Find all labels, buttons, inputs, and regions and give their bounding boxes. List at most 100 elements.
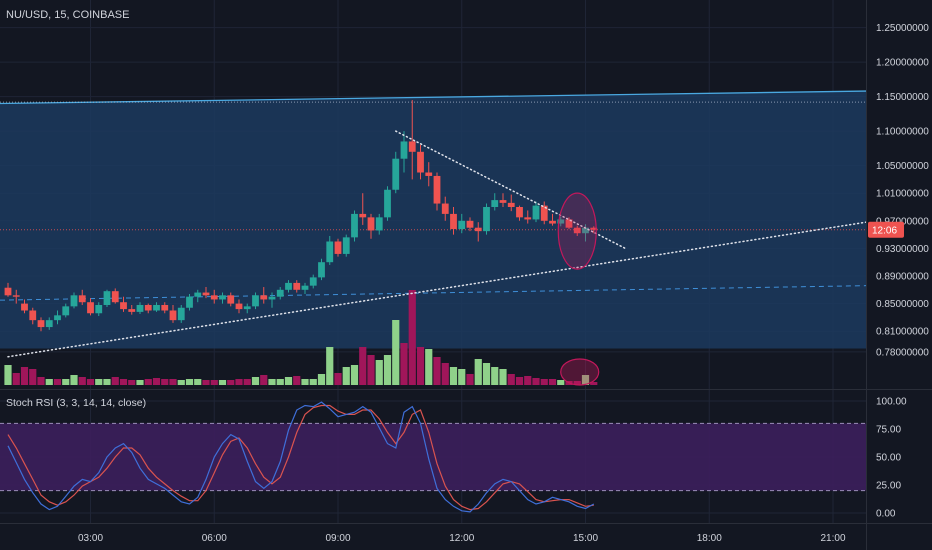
candle (252, 292, 259, 310)
indicator-title[interactable]: Stoch RSI (3, 3, 14, 14, close) (6, 397, 146, 409)
price-pane[interactable] (0, 90, 867, 386)
candle-body (45, 320, 53, 328)
volume-bar (449, 367, 458, 385)
volume-bar (95, 379, 103, 385)
candle (227, 292, 235, 307)
candle (441, 196, 449, 221)
ascending-trendline[interactable] (7, 221, 867, 358)
candle-body (441, 203, 449, 214)
volume-bar (202, 380, 210, 385)
candle (557, 216, 565, 227)
volume-bar (111, 377, 119, 385)
candle-body (532, 205, 540, 220)
candle (334, 238, 342, 257)
candle (590, 226, 598, 234)
candle (111, 288, 119, 304)
candle-body (334, 241, 342, 254)
candle-body (565, 219, 573, 228)
volume-bar (317, 374, 326, 385)
candle (573, 225, 581, 236)
volume-bar (474, 359, 482, 385)
volume-bar (524, 376, 532, 385)
candle-body (29, 310, 37, 321)
candle-body (425, 172, 433, 176)
stoch-rsi-tick-label: 0.00 (876, 509, 896, 520)
candle (260, 287, 268, 304)
volume-bar (268, 379, 276, 385)
volume-bar (293, 376, 301, 385)
candle-body (540, 205, 548, 221)
candle-body (483, 207, 490, 232)
candle-body (227, 295, 235, 304)
volume-bar (235, 379, 243, 385)
candle (532, 201, 540, 223)
candle (4, 282, 12, 297)
volume-bar (482, 363, 491, 385)
candle (318, 258, 325, 281)
stoch-rsi-axis[interactable]: 100.00 75.00 50.00 25.00 0.00 (876, 397, 907, 520)
price-tick-label: 0.97000000 (876, 216, 929, 227)
candle-body (590, 227, 598, 230)
time-tick-label: 09:00 (325, 533, 350, 544)
candle (425, 162, 433, 187)
volume-bar (383, 355, 392, 385)
descending-trendline[interactable] (395, 130, 628, 250)
price-tick-label: 1.05000000 (876, 161, 929, 172)
highlight-ellipse-price[interactable] (557, 192, 597, 270)
time-tick-label: 12:00 (449, 533, 474, 544)
volume-bar (78, 377, 86, 385)
volume-bar (416, 347, 425, 385)
candle (12, 289, 20, 304)
candle (499, 193, 507, 207)
candle-body (136, 304, 144, 312)
price-tick-label: 0.85000000 (876, 299, 929, 310)
candle (326, 235, 334, 265)
candle-body (268, 296, 276, 300)
price-tag-label: 12:06 (872, 225, 897, 236)
candle-body (392, 158, 400, 190)
price-axis[interactable]: 1.25000000 1.20000000 1.15000000 1.10000000… (876, 23, 929, 358)
candle-body (384, 189, 391, 218)
stoch-rsi-pane[interactable] (0, 401, 866, 513)
candle (450, 207, 457, 235)
candle-body (12, 295, 20, 297)
candle (408, 100, 416, 180)
dashed-level-line[interactable] (0, 285, 867, 301)
candle-body (466, 220, 474, 228)
volume-bar (177, 380, 185, 385)
symbol-title[interactable]: NU/USD, 15, COINBASE (6, 9, 129, 21)
candle (37, 317, 45, 332)
volume-bar (251, 377, 260, 385)
highlight-ellipse-volume[interactable] (560, 358, 600, 386)
candle (21, 299, 28, 314)
volume-bars (4, 290, 598, 385)
stoch-rsi-k-line (7, 401, 595, 513)
candle (524, 210, 532, 224)
candle-body (450, 213, 457, 230)
candle (128, 304, 136, 315)
candle (483, 203, 490, 235)
candle-body (128, 309, 136, 312)
candle (392, 151, 400, 194)
volume-bar (359, 347, 367, 385)
candle (367, 213, 375, 239)
time-axis[interactable]: 03:00 06:00 09:00 12:00 15:00 18:00 21:00 (78, 533, 846, 544)
stoch-rsi-tick-label: 25.00 (876, 481, 901, 492)
candle-body (400, 141, 408, 159)
volume-bar (433, 357, 441, 385)
volume-bar (70, 375, 78, 385)
volume-bar (185, 379, 194, 385)
candle-body (293, 282, 301, 290)
candle-body (177, 307, 185, 321)
price-tick-label: 1.15000000 (876, 92, 929, 103)
stoch-rsi-d-line (7, 404, 594, 511)
volume-bar (367, 355, 375, 385)
candle-body (285, 282, 292, 290)
volume-bar (466, 374, 474, 385)
candle-body (87, 302, 94, 314)
volume-bar (334, 373, 342, 385)
channel-upper-line[interactable] (0, 90, 867, 105)
candle-body (21, 303, 28, 311)
candle (582, 224, 589, 242)
